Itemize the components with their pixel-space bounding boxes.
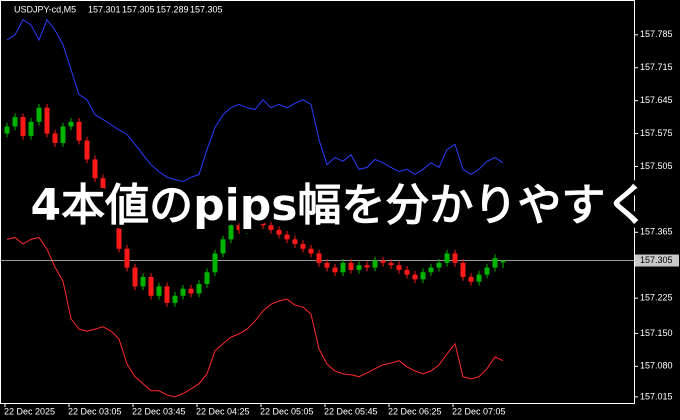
candle-body	[36, 107, 42, 122]
candle-body	[308, 248, 314, 254]
candle-body	[172, 295, 178, 303]
candle-body	[340, 262, 346, 273]
ohlc-open: 157.301	[88, 4, 121, 14]
candle-body	[492, 258, 498, 268]
x-tick-label: 22 Dec 07:05	[452, 406, 506, 416]
candle-body	[148, 276, 154, 296]
candle-body	[236, 225, 242, 230]
candle-body	[60, 126, 66, 143]
candle-body	[428, 267, 434, 273]
candle-body	[292, 239, 298, 245]
x-tick-label: 22 Dec 03:45	[132, 406, 186, 416]
candle-body	[268, 225, 274, 230]
candle-body	[180, 288, 186, 296]
y-tick-label: 157.150	[640, 328, 673, 338]
y-tick-label: 157.505	[640, 161, 673, 171]
candle-body	[404, 269, 410, 275]
y-tick-label: 157.080	[640, 361, 673, 371]
candle-body	[260, 215, 266, 226]
candle-body	[100, 178, 106, 198]
candle-body	[28, 121, 34, 136]
candle-body	[460, 262, 466, 277]
y-tick-label: 157.715	[640, 62, 673, 72]
y-tick-label: 157.015	[640, 391, 673, 401]
candle-body	[316, 253, 322, 263]
candle-body	[452, 253, 458, 263]
candle-body	[204, 272, 210, 285]
ohlc-high: 157.305	[122, 4, 155, 14]
x-tick-label: 22 Dec 05:45	[324, 406, 378, 416]
candle-body	[68, 121, 74, 127]
last-price-label: 157.305	[640, 255, 673, 265]
candle-body	[12, 117, 18, 127]
candle-body	[484, 267, 490, 275]
candle-body	[132, 267, 138, 287]
plot-area	[0, 18, 634, 398]
candle-body	[332, 267, 338, 273]
candle-body	[228, 225, 234, 240]
candle-body	[444, 253, 450, 263]
candle-body	[212, 253, 218, 273]
candle-body	[348, 262, 354, 270]
candle-body	[196, 284, 202, 294]
candle-body	[324, 262, 330, 268]
candle-body	[124, 248, 130, 268]
banner-text: 4本値のpips幅を分かりやすく	[31, 180, 650, 231]
band-line	[6, 236, 504, 398]
y-tick-label: 157.785	[640, 29, 673, 39]
y-tick-label: 157.225	[640, 293, 673, 303]
candle-body	[4, 126, 10, 134]
ohlc-close: 157.305	[190, 4, 223, 14]
candle-body	[116, 220, 122, 249]
candle-body	[76, 121, 82, 141]
x-tick-label: 22 Dec 2025	[4, 406, 55, 416]
candle-body	[284, 234, 290, 240]
candle-body	[92, 159, 98, 179]
candle-body	[44, 107, 50, 134]
candle-body	[388, 262, 394, 266]
candle-body	[356, 265, 362, 270]
candle-body	[300, 244, 306, 249]
x-tick-label: 22 Dec 04:25	[196, 406, 250, 416]
y-tick-label: 157.575	[640, 128, 673, 138]
x-tick-label: 22 Dec 05:05	[260, 406, 314, 416]
candle-body	[84, 140, 90, 160]
x-tick-label: 22 Dec 03:05	[68, 406, 122, 416]
candle-body	[380, 260, 386, 263]
candle-body	[396, 265, 402, 270]
candle-body	[220, 239, 226, 254]
candle-body	[276, 229, 282, 235]
chart-title: USDJPY-cd,M5	[14, 4, 76, 14]
candle-body	[476, 274, 482, 282]
candle-body	[188, 288, 194, 294]
candle-body	[20, 117, 26, 136]
candle-body	[436, 262, 442, 268]
candle-body	[420, 272, 426, 280]
ohlc-low: 157.289	[156, 4, 189, 14]
candle-body	[500, 260, 506, 263]
candle-body	[108, 197, 114, 221]
y-tick-label: 157.365	[640, 227, 673, 237]
y-tick-label: 157.645	[640, 95, 673, 105]
band-line	[6, 18, 504, 183]
candle-body	[252, 215, 258, 221]
x-tick-label: 22 Dec 06:25	[388, 406, 442, 416]
candle-body	[468, 276, 474, 282]
last-price-box	[635, 254, 679, 267]
candle-body	[52, 133, 58, 143]
candle-body	[164, 286, 170, 303]
candle-body	[364, 265, 370, 268]
candle-body	[244, 220, 250, 230]
candle-body	[412, 274, 418, 280]
plot-frame	[0, 0, 635, 404]
candle-body	[372, 260, 378, 268]
candle-body	[140, 276, 146, 287]
candle-body	[156, 286, 162, 296]
